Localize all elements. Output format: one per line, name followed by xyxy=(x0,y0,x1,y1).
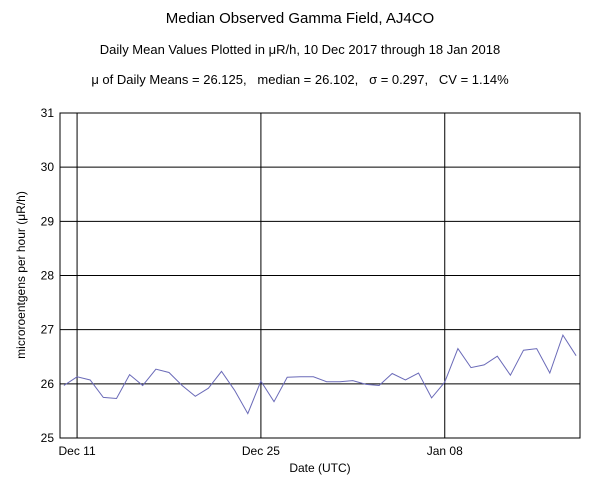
grid-lines xyxy=(60,113,580,438)
x-axis-label: Date (UTC) xyxy=(289,461,350,475)
x-tick-label: Jan 08 xyxy=(427,444,463,458)
y-tick-label: 27 xyxy=(41,323,55,337)
chart-title: Median Observed Gamma Field, AJ4CO xyxy=(165,10,435,27)
axis-ticks: 25 26 27 28 29 30 31 Dec 11 Dec 25 Jan 08 xyxy=(41,106,463,458)
y-tick-label: 29 xyxy=(41,214,55,228)
y-tick-label: 26 xyxy=(41,377,55,391)
series-line xyxy=(63,333,577,415)
chart-stats-line: μ of Daily Means = 26.125, median = 26.1… xyxy=(91,72,509,87)
x-tick-label: Dec 11 xyxy=(59,444,96,458)
x-tick-label: Dec 25 xyxy=(242,444,280,458)
y-axis-label: microroentgens per hour (μR/h) xyxy=(14,191,28,359)
y-tick-label: 28 xyxy=(41,269,55,283)
y-tick-label: 31 xyxy=(41,106,55,120)
y-tick-label: 30 xyxy=(41,160,55,174)
chart-subtitle: Daily Mean Values Plotted in μR/h, 10 De… xyxy=(99,42,501,57)
y-tick-label: 25 xyxy=(41,431,55,445)
